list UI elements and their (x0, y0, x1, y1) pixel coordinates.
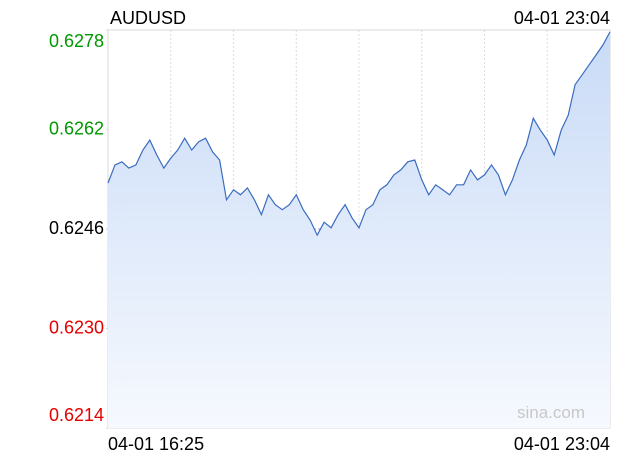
watermark: sina.com (517, 403, 585, 422)
y-tick-label: 0.6278 (49, 31, 104, 51)
area (108, 31, 610, 429)
x-tick-label: 04-01 16:25 (108, 434, 204, 454)
y-tick-label: 0.6262 (49, 118, 104, 138)
y-tick-label: 0.6214 (49, 405, 104, 425)
price-line (107, 31, 611, 237)
x-tick-label: 04-01 23:04 (514, 434, 610, 454)
timestamp: 04-01 23:04 (514, 8, 610, 28)
chart-title: AUDUSD (110, 8, 186, 28)
y-tick-label: 0.6230 (49, 317, 104, 337)
y-tick-label: 0.6246 (49, 218, 104, 238)
